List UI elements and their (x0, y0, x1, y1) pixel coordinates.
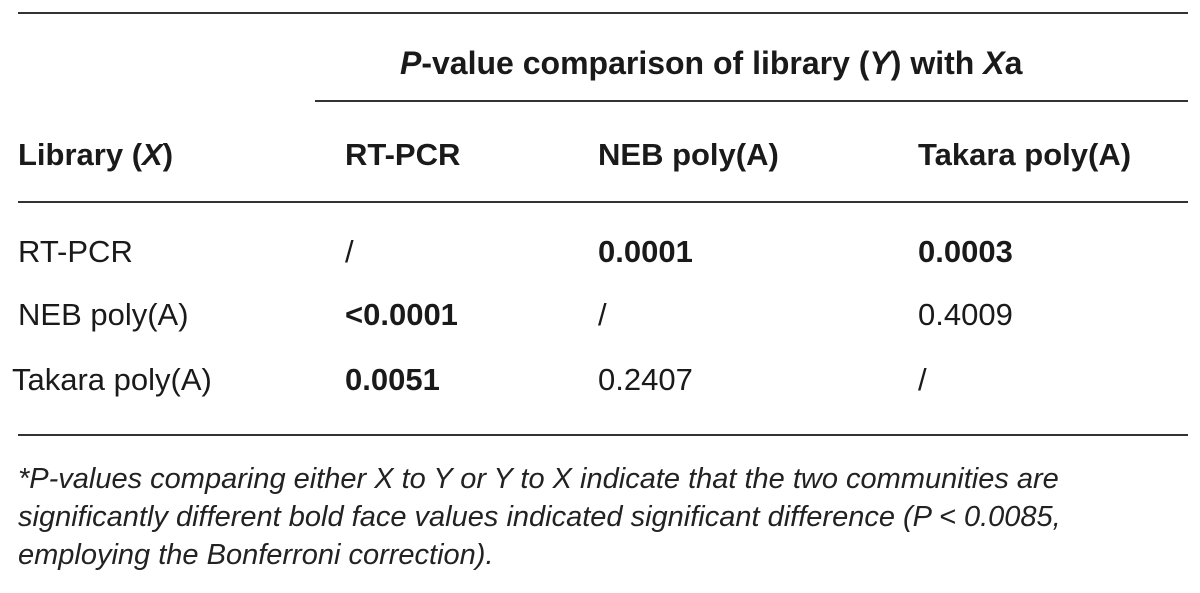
header-rt-pcr: RT-PCR (345, 137, 461, 172)
spanner-x: X (983, 45, 1005, 81)
column-spanner-title: P-value comparison of library (Y) with X… (400, 44, 1022, 82)
spanner-rule (315, 100, 1188, 102)
header-rule (18, 201, 1188, 203)
spanner-p: P (400, 45, 422, 81)
spanner-y: Y (869, 45, 891, 81)
spanner-text-b: ) with (890, 45, 984, 81)
header-library-x: X (142, 137, 163, 172)
header-takara-polya: Takara poly(A) (918, 137, 1132, 172)
table-cell: <0.0001 (345, 297, 458, 332)
table-cell: 0.0003 (918, 234, 1013, 269)
header-library-prefix: Library ( (18, 137, 143, 172)
spanner-suffix: a (1004, 45, 1023, 81)
table-cell: 0.2407 (598, 362, 693, 397)
spanner-text-a: -value comparison of library ( (421, 45, 870, 81)
table-cell: / (598, 297, 607, 332)
table-footnote: *P-values comparing either X to Y or Y t… (18, 463, 1061, 571)
header-library: Library (X) (18, 137, 173, 173)
table-cell: 0.0001 (598, 234, 693, 269)
top-rule (18, 12, 1188, 14)
row-label: RT-PCR (18, 234, 133, 269)
row-label: NEB poly(A) (18, 297, 189, 332)
table-cell: 0.4009 (918, 297, 1013, 332)
table-cell: 0.0051 (345, 362, 440, 397)
table-cell: / (345, 234, 354, 269)
row-label: Takara poly(A) (12, 362, 212, 397)
bottom-rule (18, 434, 1188, 436)
table-cell: / (918, 362, 927, 397)
header-library-suffix: ) (162, 137, 174, 172)
header-neb-polya: NEB poly(A) (598, 137, 779, 172)
